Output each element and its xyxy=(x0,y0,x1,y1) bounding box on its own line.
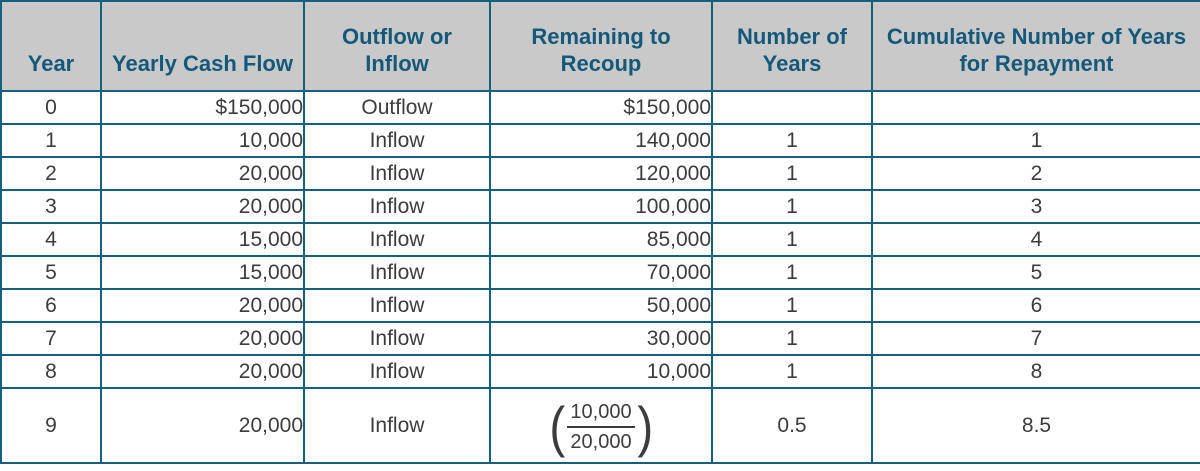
fraction-numerator: 10,000 xyxy=(567,400,635,428)
cell-flow-type: Inflow xyxy=(303,321,491,356)
cell-year: 3 xyxy=(0,189,102,224)
cell-flow-type: Inflow xyxy=(303,387,491,464)
cell-num-years: 1 xyxy=(711,321,873,356)
cell-cumulative: 3 xyxy=(871,189,1200,224)
cell-cumulative: 2 xyxy=(871,156,1200,191)
table-row-year-5: 5 15,000 Inflow 70,000 1 5 xyxy=(0,255,1200,290)
cell-cumulative: 1 xyxy=(871,123,1200,158)
cell-remaining: 30,000 xyxy=(489,321,713,356)
cell-cash-flow: 20,000 xyxy=(100,288,305,323)
cell-num-years: 1 xyxy=(711,255,873,290)
cell-cash-flow: 10,000 xyxy=(100,123,305,158)
cell-cumulative: 7 xyxy=(871,321,1200,356)
cell-num-years: 1 xyxy=(711,288,873,323)
cell-year: 8 xyxy=(0,354,102,389)
cell-num-years: 1 xyxy=(711,156,873,191)
cell-cash-flow: $150,000 xyxy=(100,90,305,125)
cell-flow-type: Inflow xyxy=(303,123,491,158)
cell-remaining-fraction: ( 10,000 20,000 ) xyxy=(489,387,713,464)
cell-flow-type: Inflow xyxy=(303,156,491,191)
cell-remaining: 70,000 xyxy=(489,255,713,290)
cell-year: 5 xyxy=(0,255,102,290)
header-row: Year Yearly Cash Flow Outflow or Inflow … xyxy=(0,0,1200,92)
cell-cumulative: 4 xyxy=(871,222,1200,257)
table-row-year-0: 0 $150,000 Outflow $150,000 xyxy=(0,90,1200,125)
table-row-year-4: 4 15,000 Inflow 85,000 1 4 xyxy=(0,222,1200,257)
table-row-year-9: 9 20,000 Inflow ( 10,000 20,000 ) 0.5 8.… xyxy=(0,387,1200,464)
cell-cash-flow: 20,000 xyxy=(100,387,305,464)
cell-year: 1 xyxy=(0,123,102,158)
cell-remaining: 85,000 xyxy=(489,222,713,257)
header-outflow-or-inflow: Outflow or Inflow xyxy=(303,0,491,92)
cell-cash-flow: 15,000 xyxy=(100,222,305,257)
cell-remaining: $150,000 xyxy=(489,90,713,125)
table-row-year-6: 6 20,000 Inflow 50,000 1 6 xyxy=(0,288,1200,323)
cell-cumulative xyxy=(871,90,1200,125)
table-row-year-2: 2 20,000 Inflow 120,000 1 2 xyxy=(0,156,1200,191)
cell-flow-type: Outflow xyxy=(303,90,491,125)
cell-year: 2 xyxy=(0,156,102,191)
cell-remaining: 140,000 xyxy=(489,123,713,158)
header-number-of-years: Number of Years xyxy=(711,0,873,92)
cell-year: 6 xyxy=(0,288,102,323)
header-cumulative-years: Cumulative Number of Years for Repayment xyxy=(871,0,1200,92)
cell-remaining: 50,000 xyxy=(489,288,713,323)
table-row-year-1: 1 10,000 Inflow 140,000 1 1 xyxy=(0,123,1200,158)
remaining-fraction: ( 10,000 20,000 ) xyxy=(548,394,654,458)
cell-year: 7 xyxy=(0,321,102,356)
cell-year: 9 xyxy=(0,387,102,464)
header-year: Year xyxy=(0,0,102,92)
cell-num-years: 1 xyxy=(711,354,873,389)
fraction-open-paren: ( xyxy=(549,394,566,458)
header-remaining-to-recoup: Remaining to Recoup xyxy=(489,0,713,92)
fraction-denominator: 20,000 xyxy=(570,430,632,453)
cell-remaining: 10,000 xyxy=(489,354,713,389)
cell-cumulative: 6 xyxy=(871,288,1200,323)
cell-cash-flow: 20,000 xyxy=(100,156,305,191)
cell-cumulative: 8.5 xyxy=(871,387,1200,464)
cell-num-years: 1 xyxy=(711,123,873,158)
cell-cash-flow: 20,000 xyxy=(100,189,305,224)
header-yearly-cash-flow: Yearly Cash Flow xyxy=(100,0,305,92)
fraction: 10,000 20,000 xyxy=(567,400,635,454)
table-row-year-8: 8 20,000 Inflow 10,000 1 8 xyxy=(0,354,1200,389)
cell-cumulative: 5 xyxy=(871,255,1200,290)
cell-num-years xyxy=(711,90,873,125)
cell-num-years: 1 xyxy=(711,189,873,224)
cell-cash-flow: 20,000 xyxy=(100,354,305,389)
cell-year: 0 xyxy=(0,90,102,125)
fraction-close-paren: ) xyxy=(636,394,653,458)
cell-cumulative: 8 xyxy=(871,354,1200,389)
cell-flow-type: Inflow xyxy=(303,354,491,389)
cell-year: 4 xyxy=(0,222,102,257)
cell-remaining: 120,000 xyxy=(489,156,713,191)
cell-flow-type: Inflow xyxy=(303,222,491,257)
table-row-year-3: 3 20,000 Inflow 100,000 1 3 xyxy=(0,189,1200,224)
cell-cash-flow: 20,000 xyxy=(100,321,305,356)
cell-flow-type: Inflow xyxy=(303,189,491,224)
cell-flow-type: Inflow xyxy=(303,255,491,290)
cell-flow-type: Inflow xyxy=(303,288,491,323)
cell-cash-flow: 15,000 xyxy=(100,255,305,290)
table-row-year-7: 7 20,000 Inflow 30,000 1 7 xyxy=(0,321,1200,356)
cell-remaining: 100,000 xyxy=(489,189,713,224)
cell-num-years: 0.5 xyxy=(711,387,873,464)
cell-num-years: 1 xyxy=(711,222,873,257)
